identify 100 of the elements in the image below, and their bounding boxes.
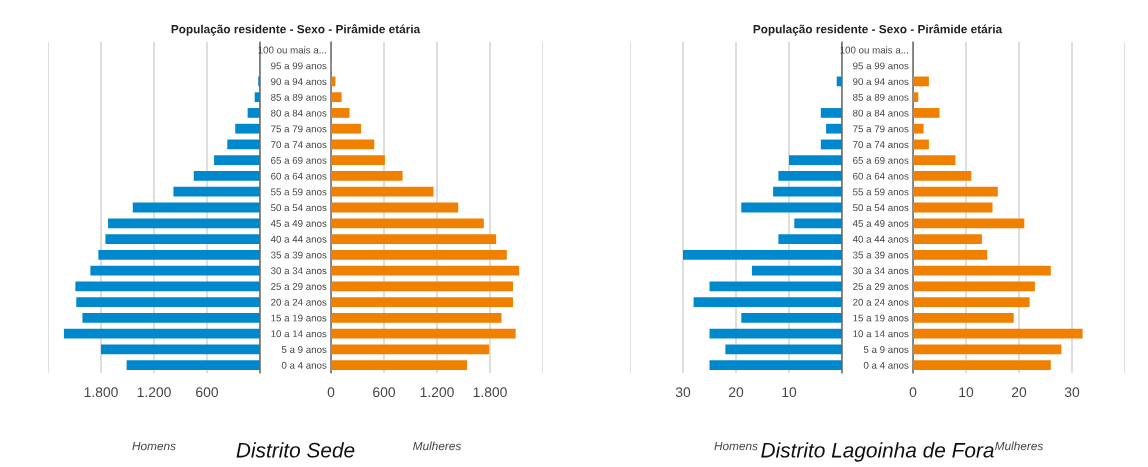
bar — [76, 297, 260, 307]
bar — [778, 171, 842, 181]
y-tick-label: 35 a 39 anos — [852, 251, 909, 259]
y-tick-label: 10 a 14 anos — [853, 330, 909, 338]
x-axis-title: Homens — [132, 441, 176, 451]
y-tick-label: 35 a 39 anos — [270, 251, 327, 259]
y-tick-label: 60 a 64 anos — [853, 172, 909, 180]
y-tick-label: 95 a 99 anos — [271, 62, 327, 70]
y-tick-label: 30 a 34 anos — [852, 267, 909, 275]
bar — [331, 281, 513, 292]
bar — [331, 234, 497, 244]
bar — [773, 186, 842, 197]
y-tick-label: 5 a 9 anos — [281, 346, 327, 353]
bar — [725, 344, 842, 355]
y-tick-label: 50 a 54 anos — [853, 204, 909, 212]
bar — [331, 218, 484, 229]
y-tick-label: 95 a 99 anos — [853, 62, 909, 70]
y-tick-label: 55 a 59 anos — [271, 188, 327, 196]
bar — [331, 360, 468, 371]
y-tick-label: 60 a 64 anos — [271, 172, 327, 180]
bar — [913, 297, 1030, 307]
y-tick-label: 50 a 54 anos — [271, 204, 327, 212]
bar — [193, 171, 260, 181]
bar — [913, 108, 940, 118]
y-tick-label: 15 a 19 anos — [853, 314, 909, 322]
bar — [913, 234, 982, 244]
text: Distrito Sede — [236, 442, 355, 458]
y-tick-label: 70 a 74 anos — [271, 141, 327, 149]
y-tick-label: 40 a 44 anos — [270, 235, 327, 243]
bar — [913, 344, 1062, 355]
bar — [913, 76, 929, 87]
x-tick-label: 30 — [1064, 387, 1080, 398]
bar — [913, 171, 972, 181]
text: População residente - Sexo - Pirâmide etária — [753, 24, 1003, 36]
bar — [331, 202, 459, 213]
bar — [254, 92, 260, 103]
bar — [709, 360, 842, 371]
x-tick-label: 600 — [373, 387, 396, 398]
x-tick-label: 600 — [196, 387, 219, 398]
bar — [820, 139, 842, 150]
bar — [693, 297, 842, 307]
bar — [741, 312, 842, 323]
x-axis-title: Homens — [714, 441, 758, 451]
y-tick-label: 0 a 4 anos — [863, 361, 909, 369]
bar — [331, 171, 403, 181]
y-tick-label: 25 a 29 anos — [853, 283, 909, 290]
y-tick-label: 75 a 79 anos — [271, 125, 327, 133]
bar — [331, 155, 385, 166]
y-tick-label: 30 a 34 anos — [270, 267, 327, 275]
x-axis-title: Mulheres — [995, 441, 1044, 451]
bar — [126, 360, 260, 371]
bar — [90, 265, 260, 276]
bar — [913, 360, 1051, 371]
bar — [101, 344, 260, 355]
y-tick-label: 80 a 84 anos — [271, 109, 327, 117]
x-tick-label: 10 — [782, 387, 797, 398]
bar — [913, 155, 956, 166]
bar — [913, 328, 1083, 339]
bar — [331, 328, 516, 339]
y-tick-label: 90 a 94 anos — [853, 78, 909, 86]
y-tick-label: 65 a 69 anos — [853, 156, 909, 164]
y-tick-label: 0 a 4 anos — [281, 361, 327, 369]
y-tick-label: 75 a 79 anos — [853, 125, 909, 133]
bar — [331, 297, 513, 307]
bar — [709, 281, 842, 292]
bar — [173, 186, 260, 197]
x-tick-label: 0 — [909, 387, 917, 398]
text: Distrito Lagoinha de Fora — [761, 442, 994, 462]
y-tick-label: 45 a 49 anos — [852, 220, 909, 227]
x-tick-label: 10 — [959, 387, 974, 398]
bar — [331, 265, 520, 276]
bar — [751, 265, 842, 276]
bar — [683, 249, 842, 260]
bar — [913, 249, 988, 260]
y-tick-label: 10 a 14 anos — [271, 330, 327, 338]
bar — [331, 108, 350, 118]
bar — [331, 123, 362, 134]
bar — [913, 312, 1014, 323]
y-tick-label: 80 a 84 anos — [853, 109, 909, 117]
bar — [331, 312, 502, 323]
y-tick-label: 40 a 44 anos — [852, 235, 909, 243]
bar — [778, 234, 842, 244]
bar — [789, 155, 842, 166]
y-tick-label: 65 a 69 anos — [271, 156, 327, 164]
bar — [741, 202, 842, 213]
bar — [105, 234, 260, 244]
bar — [913, 202, 993, 213]
text: População residente - Sexo - Pirâmide etária — [171, 24, 421, 36]
bar — [235, 123, 260, 134]
y-tick-label: 25 a 29 anos — [271, 283, 327, 290]
y-tick-label: 70 a 74 anos — [853, 141, 909, 149]
bar — [227, 139, 260, 150]
x-tick-label: 1.800 — [84, 387, 118, 398]
bar — [913, 123, 924, 134]
x-tick-label: 0 — [327, 387, 335, 398]
x-tick-label: 20 — [1011, 387, 1027, 398]
y-tick-label: 20 a 24 anos — [271, 298, 327, 306]
bar — [913, 281, 1035, 292]
bar — [826, 123, 842, 134]
bar — [794, 218, 842, 229]
